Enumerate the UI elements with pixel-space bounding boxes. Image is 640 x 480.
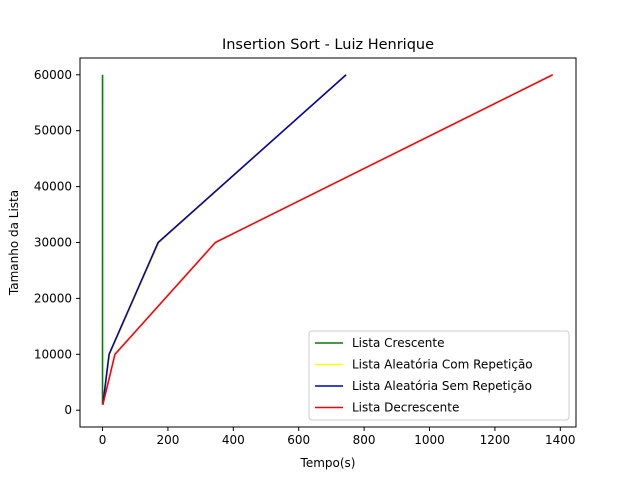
x-axis-label: Tempo(s): [300, 456, 356, 470]
y-tick-label: 0: [64, 403, 72, 417]
legend-box: [308, 330, 570, 421]
y-tick-label: 30000: [34, 236, 72, 250]
axes: 0 200 400 600 800 1000 1200 1400 0 10000 20000 3000…: [34, 57, 577, 447]
x-tick-label: 1200: [480, 433, 511, 447]
x-tick-label: 200: [156, 433, 179, 447]
legend-label-1: Lista Crescente: [352, 336, 445, 350]
series-line-4: [102, 74, 554, 405]
series-line-3: [102, 74, 347, 405]
y-tick-label: 10000: [34, 347, 72, 361]
y-tick-label: 20000: [34, 291, 72, 305]
legend-label-3: Lista Aleatória Sem Repetição: [352, 379, 532, 393]
legend-label-2: Lista Aleatória Com Repetição: [352, 358, 533, 372]
plot-area: [101, 74, 554, 405]
y-tick-label: 60000: [34, 68, 72, 82]
y-axis-label: Tamanho da Lista: [7, 190, 21, 296]
legend-label-4: Lista Decrescente: [352, 401, 459, 415]
x-tick-label: 1400: [545, 433, 576, 447]
y-tick-label: 40000: [34, 180, 72, 194]
x-tick-label: 1000: [414, 433, 445, 447]
x-tick-label: 400: [222, 433, 245, 447]
legend: Lista Crescente Lista Aleatória Com Repet…: [308, 330, 570, 421]
x-tick-label: 600: [287, 433, 310, 447]
chart-title: Insertion Sort - Luiz Henrique: [222, 37, 434, 53]
x-tick-label: 800: [353, 433, 376, 447]
x-tick-label: 0: [99, 433, 107, 447]
y-tick-label: 50000: [34, 124, 72, 138]
